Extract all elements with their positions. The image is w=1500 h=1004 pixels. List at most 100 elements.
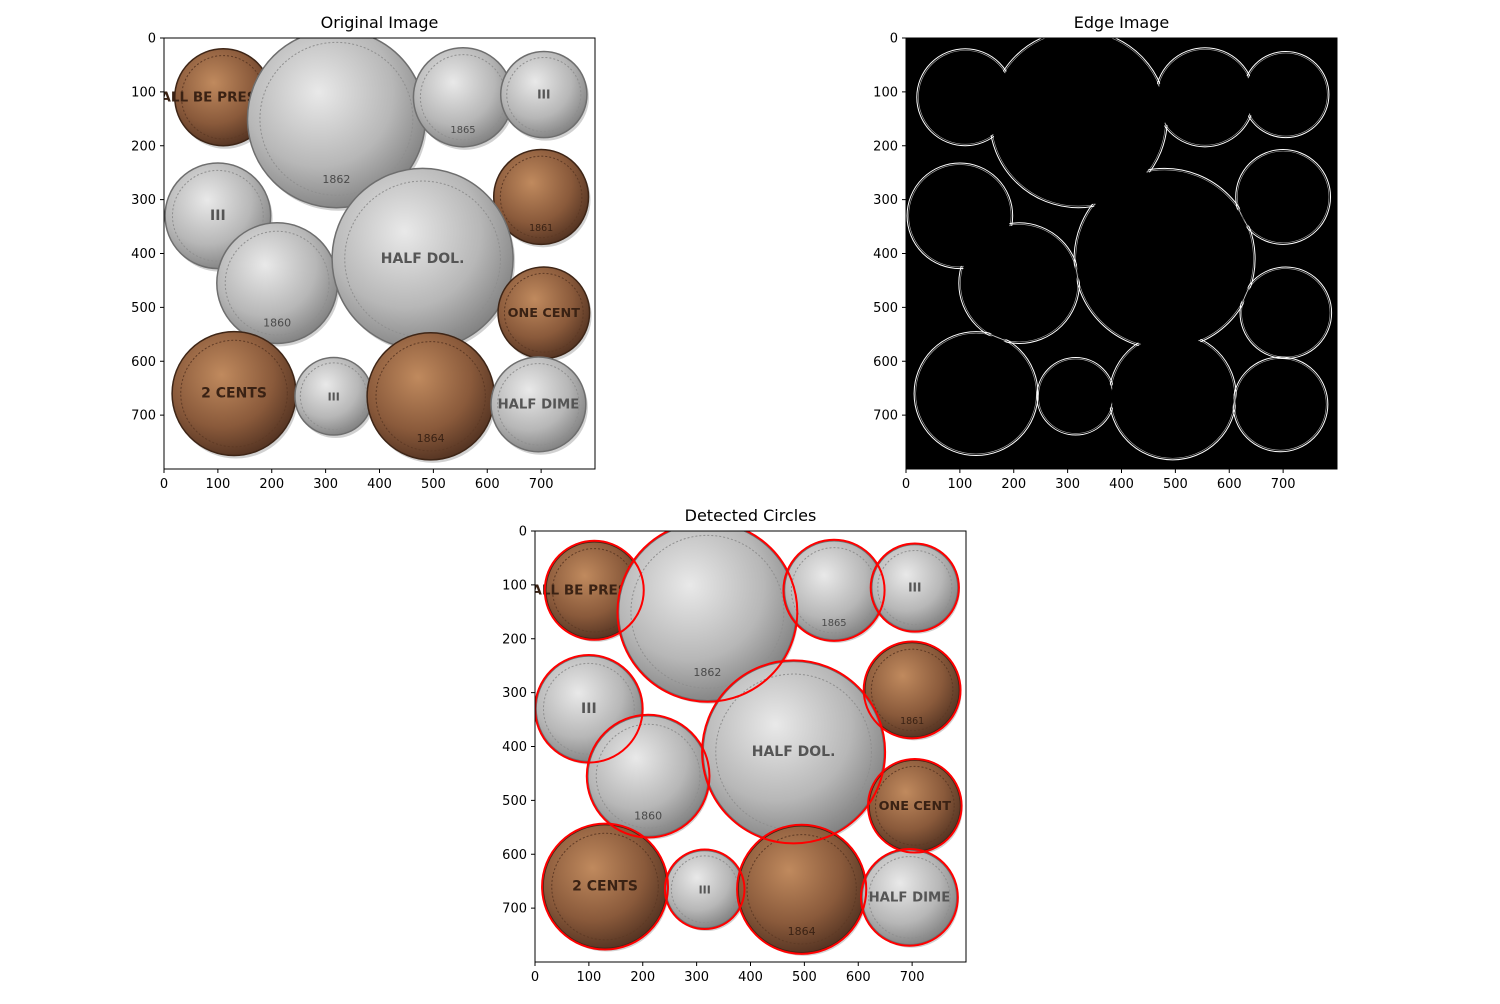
coin-legend: III: [699, 883, 711, 896]
y-tick-label: 200: [131, 139, 156, 154]
edge-contour: [958, 222, 1080, 344]
edge-interior: [1111, 335, 1234, 458]
coin-rim: [746, 834, 857, 945]
x-tick-label: 400: [367, 477, 392, 492]
edge-layer: [906, 38, 1333, 461]
coin-year: 1862: [322, 173, 350, 186]
detected-circle: [869, 542, 960, 633]
y-tick-label: 100: [131, 85, 156, 100]
coin-layer: SHALL BE PRESERVED18621865IIIIII18611860…: [164, 38, 592, 463]
coin-legend: III: [908, 581, 921, 595]
x-tick-label: 100: [205, 477, 230, 492]
x-tick-label: 700: [1271, 477, 1296, 492]
panel-detected: Detected Circles SHALL BE PRESERVED18621…: [502, 506, 967, 985]
coin-rim: [375, 341, 486, 452]
coin-rim: [877, 550, 953, 626]
coin: 1862: [617, 531, 799, 704]
coin-rim: [503, 272, 584, 353]
y-tick-label: 400: [131, 247, 156, 262]
x-tick-label: 100: [947, 477, 972, 492]
detected-circle: [862, 640, 962, 740]
coin-rim: [171, 169, 264, 262]
coin-rim: [551, 832, 659, 941]
x-tick-label: 600: [475, 477, 500, 492]
x-tick-label: 700: [529, 477, 554, 492]
coin-rim: [506, 57, 582, 133]
coin: 2 CENTS: [542, 823, 669, 952]
y-tick-label: 100: [873, 85, 898, 100]
edge-contour-inner: [908, 164, 1012, 268]
panel-title: Original Image: [321, 13, 439, 32]
panel-title: Detected Circles: [685, 506, 817, 525]
panel-edge: Edge Image 0 100 200 300 400 500 600 700 0 100 20…: [873, 13, 1338, 492]
edge-contour: [913, 331, 1039, 457]
coin-rim: [224, 230, 330, 336]
coin-legend: ONE CENT: [508, 306, 581, 321]
coin-legend: HALF DIME: [869, 890, 951, 905]
y-tick-label: 300: [502, 686, 527, 701]
x-tick-label: 0: [531, 970, 539, 985]
y-ticks: 0 100 200 300 400 500 600 700: [502, 525, 535, 917]
coin-rim: [874, 765, 955, 846]
coin-legend: ONE CENT: [879, 799, 952, 814]
edge-interior: [1076, 170, 1253, 347]
coin-rim: [499, 155, 583, 239]
x-tick-label: 500: [1163, 477, 1188, 492]
coin-rim: [259, 41, 414, 196]
coin-legend: III: [328, 390, 340, 403]
coin-rim: [344, 180, 501, 338]
coin-legend: 2 CENTS: [572, 879, 638, 895]
edge-interior: [1242, 269, 1330, 356]
detected-circle: [782, 538, 886, 642]
detected-circle: [736, 823, 868, 955]
x-tick-label: 0: [902, 477, 910, 492]
x-tick-label: 700: [900, 970, 925, 985]
edge-contour: [1235, 149, 1332, 245]
coin-year: 1865: [821, 618, 846, 629]
detected-circle: [543, 539, 645, 641]
x-tick-label: 200: [630, 970, 655, 985]
y-tick-label: 700: [131, 409, 156, 424]
coin: 2 CENTS: [171, 330, 298, 459]
x-tick-label: 300: [1055, 477, 1080, 492]
detected-circle: [867, 757, 963, 854]
coin: HALF DIME: [861, 849, 959, 948]
x-tick-label: 600: [846, 970, 871, 985]
coin: HALF DOL.: [331, 167, 516, 353]
y-tick-label: 500: [873, 301, 898, 316]
coin-year: 1860: [634, 810, 662, 823]
coin-legend: HALF DOL.: [752, 744, 836, 760]
detected-circle: [585, 713, 711, 839]
edge-interior: [1158, 50, 1252, 145]
coin-rim: [870, 648, 954, 732]
coin-year: 1861: [900, 716, 924, 727]
coin: ONE CENT: [497, 266, 592, 362]
x-ticks: 0 100 200 300 400 500 600 700: [160, 469, 554, 492]
coin-body: [499, 50, 588, 139]
coin: 1862: [246, 38, 428, 211]
y-tick-label: 600: [131, 355, 156, 370]
x-tick-label: 200: [1001, 477, 1026, 492]
detected-circle: [701, 659, 887, 845]
edge-interior: [1039, 360, 1112, 433]
coin-body: [490, 356, 587, 453]
edge-interior: [919, 51, 1012, 144]
x-tick-label: 400: [738, 970, 763, 985]
coin-legend: III: [537, 88, 550, 102]
edge-contour: [906, 162, 1014, 270]
edge-interior: [1235, 359, 1326, 450]
y-ticks: 0 100 200 300 400 500 600 700: [131, 32, 164, 424]
coin: 1865: [783, 539, 886, 643]
coin: 1861: [492, 148, 591, 248]
x-tick-label: 400: [1109, 477, 1134, 492]
y-tick-label: 0: [148, 32, 156, 47]
coin-year: 1864: [417, 432, 445, 445]
panel-original: Original Image SHALL BE PRESERVED1862186…: [131, 13, 596, 492]
y-tick-label: 700: [873, 409, 898, 424]
coin: ONE CENT: [868, 759, 963, 855]
y-tick-label: 200: [873, 139, 898, 154]
edge-interior: [1238, 152, 1328, 242]
coin-year: 1862: [693, 666, 721, 679]
x-tick-label: 100: [576, 970, 601, 985]
